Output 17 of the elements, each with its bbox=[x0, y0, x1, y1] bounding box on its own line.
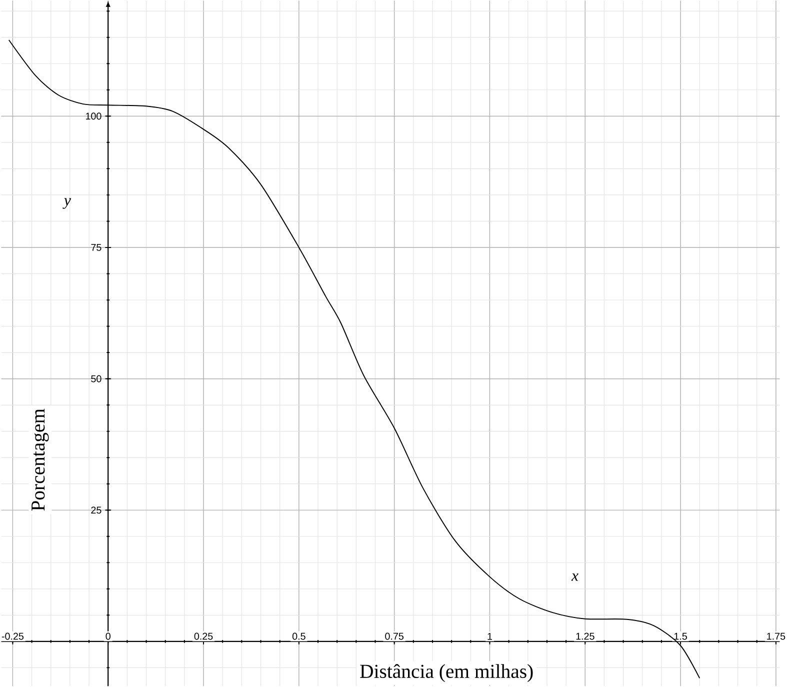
x-tick-label: 1.25 bbox=[576, 632, 594, 640]
x-tick-label: 1.5 bbox=[674, 633, 687, 640]
y-tick-label: 25 bbox=[91, 506, 102, 514]
x-tick-label: 0.25 bbox=[194, 632, 213, 640]
x-tick-label: 0 bbox=[106, 632, 110, 640]
annotation: x bbox=[571, 574, 578, 581]
x-tick-label: -0.25 bbox=[2, 632, 24, 640]
x-tick-label: 1 bbox=[488, 633, 492, 640]
y-tick-label: 75 bbox=[91, 244, 102, 252]
x-tick-label: 0.5 bbox=[292, 632, 306, 640]
annotation: y bbox=[62, 198, 71, 209]
y-tick-label: 100 bbox=[86, 112, 102, 120]
y-axis-title: Porcentagem bbox=[32, 408, 49, 511]
y-tick-label: 50 bbox=[91, 375, 102, 382]
x-tick-label: 1.75 bbox=[767, 633, 786, 640]
x-axis-title: Distância (em milhas) bbox=[360, 664, 533, 682]
x-tick-label: 0.75 bbox=[385, 632, 404, 640]
